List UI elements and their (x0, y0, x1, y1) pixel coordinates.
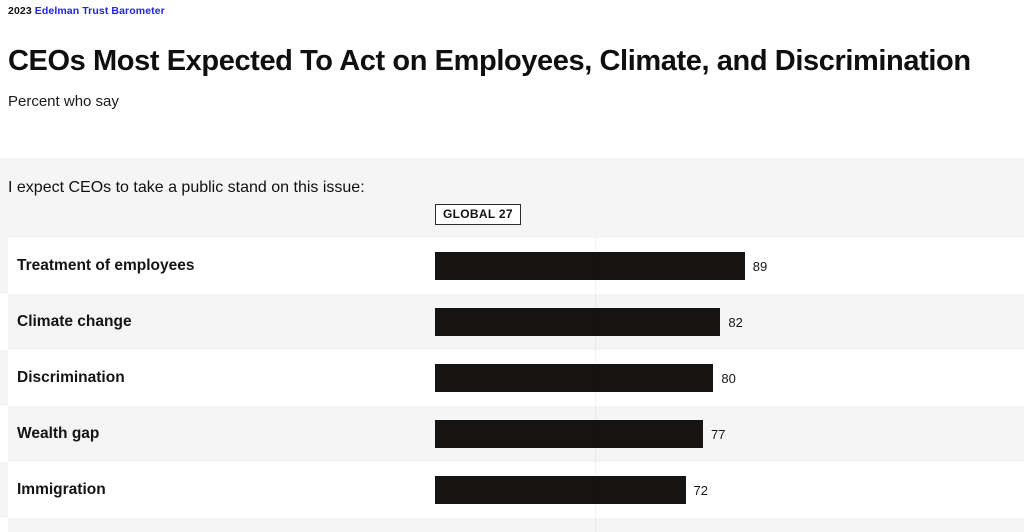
row-edge-stripe (0, 406, 8, 462)
brand-line: 2023 Edelman Trust Barometer (8, 5, 165, 17)
chart-row: Wealth gap 77 (0, 406, 1024, 462)
bar-chart: Treatment of employees 89 Climate change… (0, 238, 1024, 518)
survey-question: I expect CEOs to take a public stand on … (8, 179, 365, 196)
bar (435, 308, 721, 336)
bar-track: 72 (435, 476, 783, 504)
bar-track: 77 (435, 420, 783, 448)
value-label: 72 (693, 482, 709, 498)
bar-track: 89 (435, 252, 783, 280)
bar (435, 364, 714, 392)
row-edge-stripe (0, 294, 8, 350)
category-label: Wealth gap (17, 425, 100, 442)
category-label: Climate change (17, 313, 132, 330)
value-label: 80 (721, 370, 736, 386)
bar (435, 420, 703, 448)
category-label: Treatment of employees (17, 257, 195, 274)
column-header-badge: GLOBAL 27 (435, 204, 521, 225)
bar (435, 252, 745, 280)
category-label: Immigration (17, 481, 106, 498)
chart-row: Discrimination 80 (0, 350, 1024, 406)
brand-link[interactable]: Edelman Trust Barometer (34, 5, 165, 17)
footer-strip (0, 518, 1024, 532)
row-edge-stripe (0, 238, 8, 294)
chart-row: Climate change 82 (0, 294, 1024, 350)
page-title: CEOs Most Expected To Act on Employees, … (8, 45, 971, 77)
row-edge-stripe (0, 518, 8, 532)
page-subtitle: Percent who say (8, 93, 119, 110)
value-label: 82 (728, 314, 743, 330)
category-label: Discrimination (17, 369, 125, 386)
chart-row: Treatment of employees 89 (0, 238, 1024, 294)
row-edge-stripe (0, 462, 8, 518)
bar (435, 476, 686, 504)
brand-year: 2023 (8, 5, 32, 17)
bar-track: 80 (435, 364, 783, 392)
bar-track: 82 (435, 308, 783, 336)
value-label: 77 (710, 426, 726, 442)
chart-row: Immigration 72 (0, 462, 1024, 518)
row-edge-stripe (0, 350, 8, 406)
value-label: 89 (752, 258, 768, 274)
